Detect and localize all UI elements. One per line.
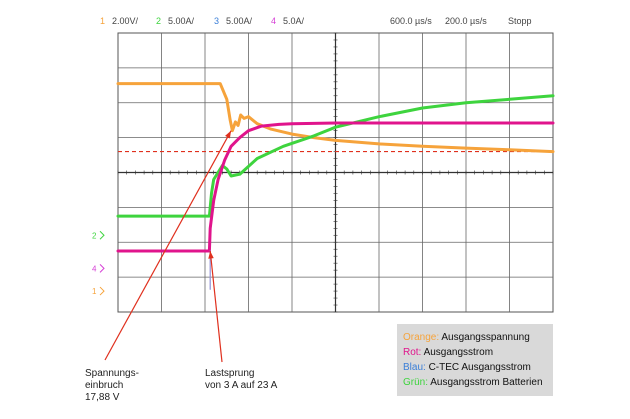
timebase-position: 600.0 µs/s	[390, 16, 432, 26]
series-gruen	[116, 94, 555, 218]
legend-item-label: C-TEC Ausgangsstrom	[428, 362, 531, 373]
legend-item-key: Orange:	[403, 332, 442, 343]
channel-marker-4-arrow	[99, 264, 105, 273]
arrow-spannungseinbruch-head	[225, 130, 232, 139]
series-orange	[116, 82, 555, 154]
channel-1-scale: 2.00V/	[112, 16, 139, 26]
channel-3-scale: 5.00A/	[226, 16, 253, 26]
legend-item-key: Blau:	[403, 362, 429, 373]
channel-marker-2: 2	[92, 231, 97, 240]
legend-item: Blau: C-TEC Ausgangsstrom	[403, 360, 553, 375]
acquisition-state: Stopp	[508, 16, 532, 26]
legend: Orange: Ausgangsspannung Rot: Ausgangsstr…	[397, 324, 553, 396]
annotation-lastsprung: Lastsprung von 3 A auf 23 A	[205, 368, 278, 391]
timebase-scale: 200.0 µs/s	[445, 16, 487, 26]
annotation-arrows	[104, 130, 232, 363]
chart-series	[116, 82, 555, 290]
legend-item-label: Ausgangsspannung	[441, 332, 530, 343]
legend-item-key: Grün:	[403, 377, 431, 388]
arrow-lastsprung-head	[208, 250, 214, 259]
channel-2-number: 2	[156, 16, 161, 26]
legend-item: Rot: Ausgangsstrom	[403, 345, 553, 360]
series-rot	[116, 121, 555, 253]
channel-4-number: 4	[271, 16, 276, 26]
legend-item-label: Ausgangsstrom	[423, 347, 494, 358]
legend-item-label: Ausgangsstrom Batterien	[430, 377, 543, 388]
channel-marker-1-arrow	[99, 286, 105, 296]
arrow-spannungseinbruch	[104, 130, 232, 361]
channel-marker-2-arrow	[99, 230, 105, 240]
channel-marker-1: 1	[92, 287, 97, 296]
annotation-spannungseinbruch: Spannungs- einbruch 17,88 V	[85, 368, 139, 403]
legend-item: Orange: Ausgangsspannung	[403, 330, 553, 345]
channel-2-scale: 5.00A/	[168, 16, 195, 26]
channel-3-number: 3	[214, 16, 219, 26]
arrow-lastsprung	[209, 250, 223, 363]
legend-item-key: Rot:	[403, 347, 424, 358]
legend-item: Grün: Ausgangsstrom Batterien	[403, 375, 553, 390]
channel-marker-4: 4	[92, 264, 97, 273]
channel-1-number: 1	[100, 16, 105, 26]
channel-header: 1 2.00V/2 5.00A/3 5.00A/4 5.0A/600.0 µs/s 200…	[100, 16, 532, 26]
channel-markers: 1 2 4	[92, 230, 105, 296]
channel-4-scale: 5.0A/	[283, 16, 305, 26]
chart-grid	[117, 32, 554, 313]
